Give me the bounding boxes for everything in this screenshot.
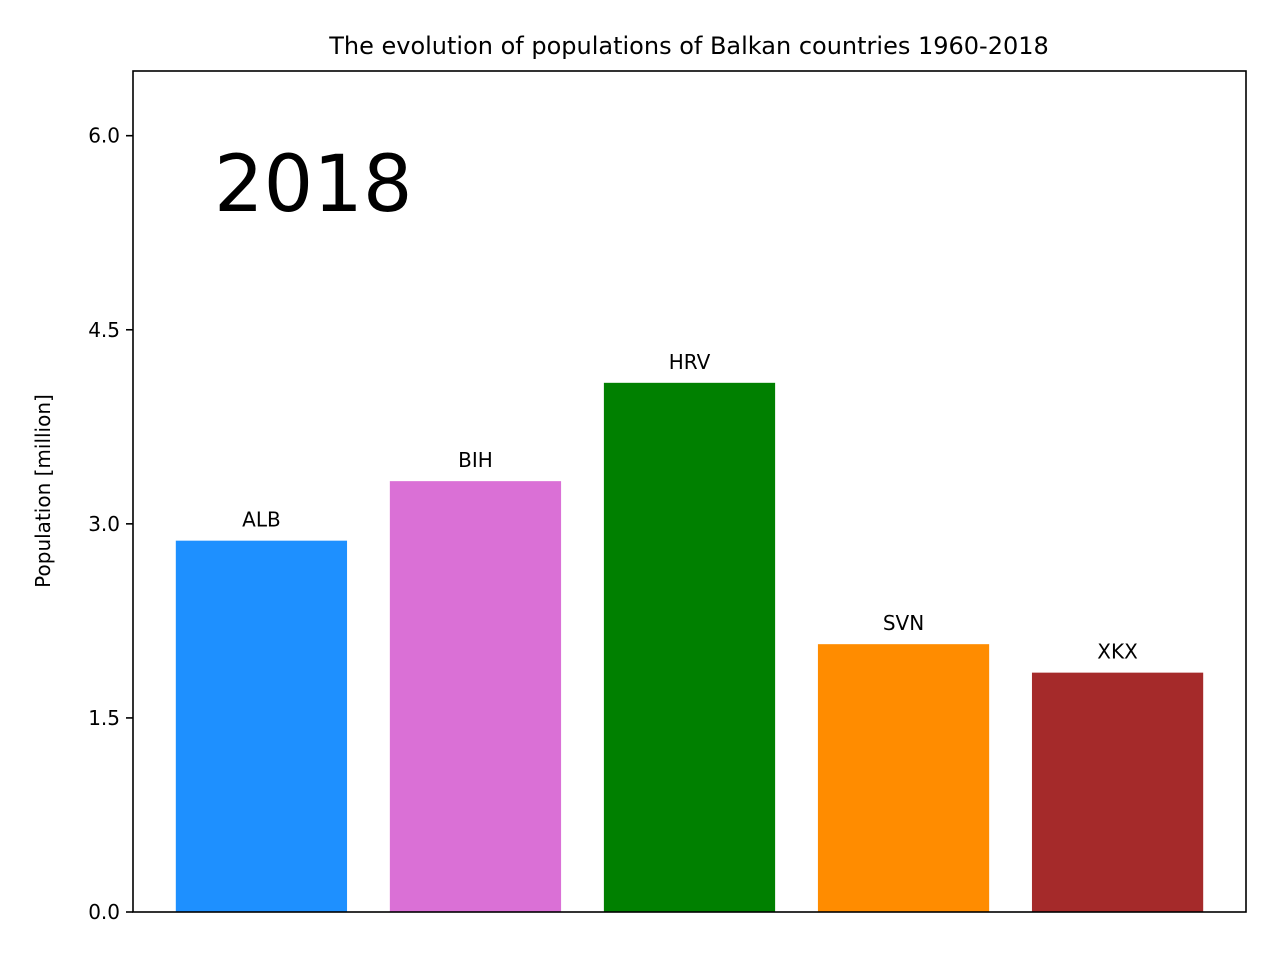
bar-bih: [389, 481, 562, 912]
bar-svn: [817, 644, 990, 912]
bar-label-alb: ALB: [242, 508, 281, 532]
year-label: 2018: [214, 140, 413, 230]
y-tick-label: 3.0: [88, 512, 120, 536]
y-tick-label: 4.5: [88, 318, 120, 342]
bar-alb: [175, 540, 348, 912]
bar-label-bih: BIH: [458, 448, 493, 472]
y-tick-label: 1.5: [88, 706, 120, 730]
plot-area: 0.0 1.5 3.0 4.5 6.0 ALB BIH HRV SVN XKX: [88, 124, 1204, 924]
y-tick-label: 6.0: [88, 124, 120, 148]
chart-title: The evolution of populations of Balkan c…: [328, 32, 1049, 60]
plot-frame: [132, 70, 1247, 913]
bar-label-svn: SVN: [883, 611, 924, 635]
bar-label-xkx: XKX: [1097, 640, 1138, 664]
bar-xkx: [1031, 672, 1204, 912]
bar-label-hrv: HRV: [669, 350, 711, 374]
y-axis-label: Population [million]: [31, 394, 55, 588]
y-tick-label: 0.0: [88, 900, 120, 924]
bar-hrv: [603, 382, 776, 913]
